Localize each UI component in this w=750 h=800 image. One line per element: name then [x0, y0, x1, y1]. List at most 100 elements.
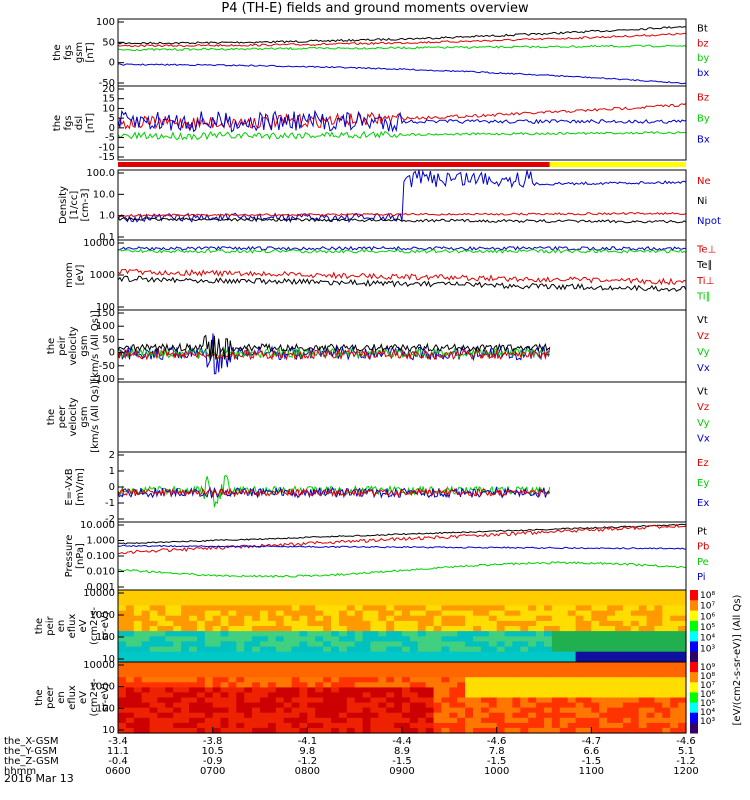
- spectrogram-cell: [212, 727, 222, 734]
- spectrogram-cell: [591, 656, 600, 663]
- spectrogram-cell: [536, 672, 545, 678]
- spectrogram-cell: [599, 636, 608, 642]
- spectrogram-cell: [323, 615, 332, 622]
- spectrogram-cell: [496, 605, 506, 612]
- spectrogram-cell: [496, 662, 506, 668]
- spectrogram-cell: [528, 727, 537, 734]
- spectrogram-cell: [370, 641, 379, 648]
- spectrogram-cell: [465, 631, 474, 637]
- spectrogram-cell: [165, 712, 174, 719]
- spectrogram-cell: [473, 722, 482, 729]
- spectrogram-cell: [528, 646, 537, 653]
- spectrogram-cell: [630, 656, 640, 663]
- x-tick-label: 7.8: [489, 746, 505, 757]
- date-label: 2016 Mar 13: [4, 772, 74, 785]
- spectrogram-cell: [654, 677, 663, 683]
- spectrogram-cell: [228, 692, 237, 699]
- spectrogram-cell: [125, 656, 135, 663]
- spectrogram-cell: [149, 722, 159, 729]
- spectrogram-cell: [441, 636, 450, 642]
- spectrogram-cell: [520, 672, 529, 678]
- spectrogram-cell: [402, 692, 411, 699]
- spectrogram-cell: [488, 727, 498, 734]
- spectrogram-cell: [551, 712, 561, 719]
- spectrogram-cell: [591, 687, 600, 694]
- spectrogram-cell: [220, 610, 230, 617]
- spectrogram-cell: [307, 615, 316, 622]
- spectrogram-cell: [133, 595, 143, 601]
- spectrogram-cell: [646, 677, 656, 683]
- spectrogram-cell: [378, 595, 387, 601]
- spectrogram-cell: [520, 667, 529, 673]
- spectrogram-cell: [299, 707, 308, 714]
- spectrogram-cell: [512, 595, 521, 601]
- spectrogram-cell: [583, 646, 592, 653]
- colorbar-band: [690, 672, 698, 683]
- spectrogram-cell: [125, 600, 135, 606]
- spectrogram-cell: [599, 687, 608, 694]
- spectrogram-cell: [370, 677, 379, 683]
- spectrogram-cell: [244, 595, 253, 601]
- spectrogram-cell: [615, 626, 624, 632]
- spectrogram-cell: [536, 626, 545, 632]
- spectrogram-cell: [204, 646, 214, 653]
- spectrogram-cell: [220, 707, 230, 714]
- spectrogram-cell: [441, 722, 450, 729]
- spectrogram-cell: [504, 631, 514, 637]
- spectrogram-cell: [567, 707, 577, 714]
- spectrogram-cell: [362, 672, 372, 678]
- spectrogram-cell: [473, 677, 482, 683]
- spectrogram-cell: [157, 615, 166, 622]
- spectrogram-cell: [433, 590, 443, 596]
- spectrogram-cell: [236, 626, 245, 632]
- spectrogram-cell: [267, 590, 277, 596]
- spectrogram-cell: [323, 677, 332, 683]
- spectrogram-cell: [149, 656, 159, 663]
- spectrogram-cell: [165, 631, 174, 637]
- spectrogram-cell: [449, 697, 458, 704]
- spectrogram-cell: [189, 656, 198, 663]
- spectrogram-cell: [315, 605, 324, 612]
- spectrogram-cell: [473, 727, 482, 734]
- spectrogram-cell: [465, 595, 474, 601]
- spectrogram-cell: [599, 697, 608, 704]
- spectrogram-cell: [528, 605, 537, 612]
- spectrogram-cell: [394, 626, 403, 632]
- spectrogram-cell: [196, 707, 206, 714]
- x-tick-label: 0900: [389, 766, 414, 777]
- spectrogram-cell: [425, 651, 435, 658]
- spectrogram-cell: [662, 615, 671, 622]
- spectrogram-cell: [386, 641, 395, 648]
- spectrogram-cell: [638, 610, 648, 617]
- spectrogram-cell: [409, 641, 419, 648]
- spectrogram-cell: [283, 605, 293, 612]
- spectrogram-cell: [252, 662, 261, 668]
- spectrogram-cell: [457, 610, 466, 617]
- peir-spectrogram: [118, 590, 687, 663]
- spectrogram-cell: [575, 722, 585, 729]
- spectrogram-cell: [607, 677, 616, 683]
- spectrogram-cell: [315, 656, 324, 663]
- spectrogram-cell: [173, 590, 182, 596]
- spectrogram-cell: [118, 620, 127, 627]
- spectrogram-cell: [473, 697, 482, 704]
- spectrogram-cell: [678, 590, 687, 596]
- spectrogram-cell: [236, 656, 245, 663]
- spectrogram-cell: [402, 600, 411, 606]
- spectrogram-cell: [331, 626, 340, 632]
- plot-title: P4 (TH-E) fields and ground moments over…: [221, 1, 529, 16]
- spectrogram-cell: [615, 692, 624, 699]
- spectrogram-cell: [196, 727, 206, 734]
- spectrogram-cell: [402, 620, 411, 627]
- spectrogram-cell: [607, 692, 616, 699]
- y-axis-label: [nPa]: [75, 543, 86, 569]
- spectrogram-cell: [551, 692, 561, 699]
- y-axis-label: [eV]: [75, 265, 86, 286]
- spectrogram-cell: [465, 600, 474, 606]
- spectrogram-cell: [567, 727, 577, 734]
- spectrogram-cell: [457, 687, 466, 694]
- spectrogram-cell: [244, 727, 253, 734]
- spectrogram-cell: [638, 692, 648, 699]
- spectrogram-cell: [480, 712, 490, 719]
- spectrogram-cell: [125, 667, 135, 673]
